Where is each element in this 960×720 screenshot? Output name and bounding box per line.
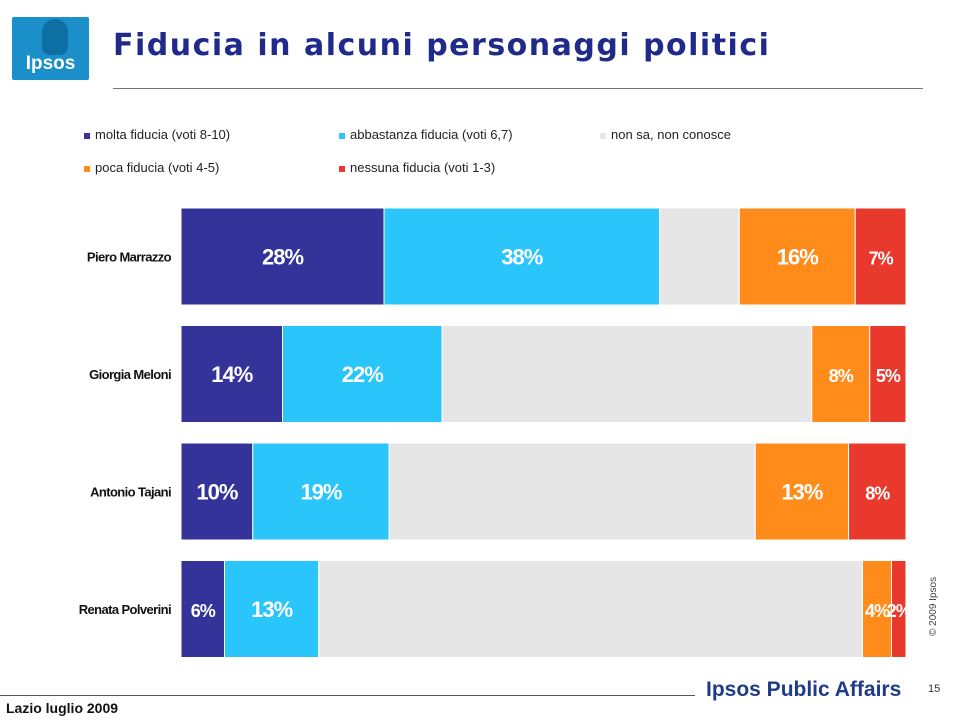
data-label-piero-marrazzo-1: 38%: [501, 245, 542, 270]
legend-swatch: [339, 165, 345, 172]
legend-item-molta: molta fiducia (voti 8-10): [84, 127, 230, 142]
bar-segment-piero-marrazzo-3: [738, 207, 856, 306]
data-label-antonio-tajani-1: 19%: [300, 480, 341, 505]
category-label-piero-marrazzo: Piero Marrazzo: [87, 250, 172, 265]
data-label-giorgia-meloni-4: 5%: [876, 366, 901, 386]
category-label-renata-polverini: Renata Polverini: [79, 602, 171, 617]
data-label-antonio-tajani-0: 10%: [196, 480, 237, 505]
data-label-renata-polverini-0: 6%: [191, 601, 216, 621]
data-label-piero-marrazzo-0: 28%: [262, 245, 303, 270]
legend-item-non-sa: non sa, non conosce: [600, 127, 731, 142]
data-label-renata-polverini-1: 13%: [251, 597, 292, 622]
footer-caption: Lazio luglio 2009: [6, 700, 119, 716]
data-label-renata-polverini-3: 4%: [865, 601, 890, 621]
bar-segment-giorgia-meloni-2: [441, 325, 813, 423]
legend-swatch: [600, 132, 606, 139]
footer-divider: [0, 695, 695, 696]
page-title: Fiducia in alcuni personaggi politici: [113, 28, 771, 63]
legend-label: nessuna fiducia (voti 1-3): [350, 160, 496, 175]
bar-segment-giorgia-meloni-0: [180, 325, 283, 423]
legend-item-nessuna: nessuna fiducia (voti 1-3): [339, 160, 495, 175]
bar-segment-antonio-tajani-3: [754, 442, 850, 541]
legend-swatch: [84, 132, 90, 139]
data-label-antonio-tajani-3: 13%: [781, 480, 822, 505]
data-label-giorgia-meloni-1: 22%: [342, 362, 383, 387]
legend-label: poca fiducia (voti 4-5): [95, 160, 220, 175]
category-label-giorgia-meloni: Giorgia Meloni: [89, 367, 171, 382]
legend-item-abbastanza: abbastanza fiducia (voti 6,7): [339, 127, 513, 142]
data-label-piero-marrazzo-4: 7%: [869, 249, 894, 269]
bar-segment-antonio-tajani-1: [252, 442, 390, 541]
legend-swatch: [339, 132, 345, 139]
bar-segment-renata-polverini-2: [318, 560, 863, 658]
logo-head-icon: [42, 19, 68, 55]
data-label-giorgia-meloni-3: 8%: [829, 366, 854, 386]
data-label-giorgia-meloni-0: 14%: [211, 362, 252, 387]
bar-segment-antonio-tajani-0: [180, 442, 254, 541]
ipsos-logo: Ipsos: [12, 17, 89, 80]
page-number: 15: [928, 683, 941, 695]
category-label-antonio-tajani: Antonio Tajani: [90, 485, 171, 500]
bar-segment-antonio-tajani-4: [848, 442, 907, 541]
bar-segment-piero-marrazzo-2: [659, 207, 740, 306]
bar-segment-piero-marrazzo-4: [854, 207, 907, 306]
bar-segment-renata-polverini-4: [891, 560, 907, 658]
title-divider: [113, 88, 923, 89]
bar-segment-giorgia-meloni-1: [282, 325, 443, 423]
bar-segment-renata-polverini-1: [224, 560, 320, 658]
legend-label: molta fiducia (voti 8-10): [95, 127, 231, 142]
data-label-renata-polverini-4: 2%: [887, 601, 912, 621]
legend-label: non sa, non conosce: [611, 127, 731, 142]
bar-segment-antonio-tajani-2: [388, 442, 756, 541]
legend-item-poca: poca fiducia (voti 4-5): [84, 160, 219, 175]
bar-segment-renata-polverini-3: [862, 560, 892, 658]
copyright-text: © 2009 Ipsos: [928, 576, 939, 636]
legend-label: abbastanza fiducia (voti 6,7): [350, 127, 513, 142]
data-label-antonio-tajani-4: 8%: [865, 484, 890, 504]
legend-swatch: [84, 165, 90, 172]
logo-text: Ipsos: [25, 53, 76, 74]
footer-brand: Ipsos Public Affairs: [706, 678, 902, 701]
bar-segment-renata-polverini-0: [180, 560, 225, 658]
bar-segment-giorgia-meloni-4: [869, 325, 907, 423]
data-label-piero-marrazzo-3: 16%: [777, 245, 818, 270]
